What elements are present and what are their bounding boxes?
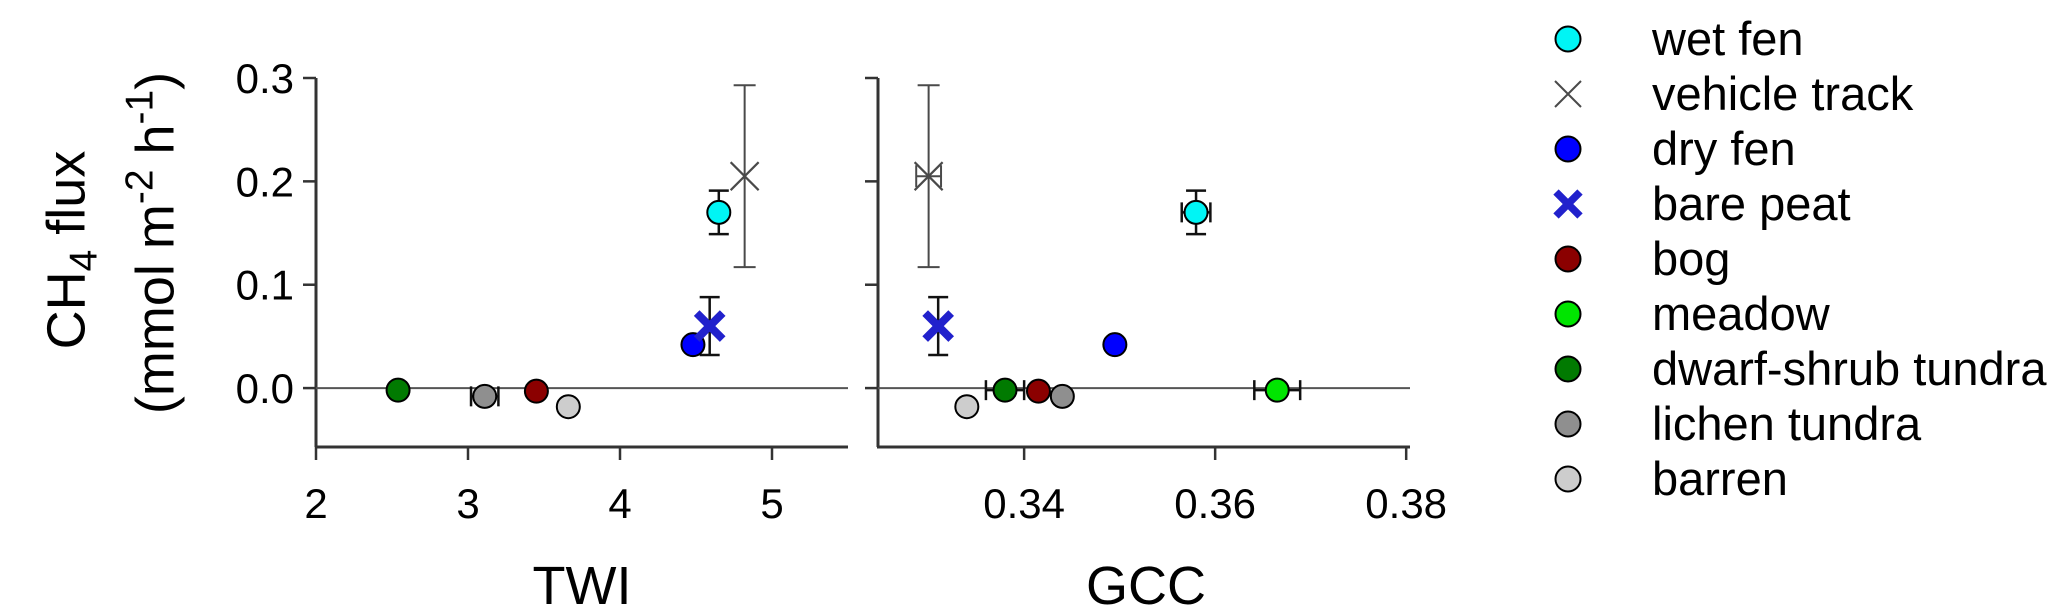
legend-item-barren: barren xyxy=(1540,451,2046,506)
gcc-point-wet-fen xyxy=(1183,199,1209,225)
legend-item-bog: bog xyxy=(1540,231,2046,286)
legend-item-lichen-tundra: lichen tundra xyxy=(1540,396,2046,451)
legend-item-meadow: meadow xyxy=(1540,286,2046,341)
twi-point-wet-fen xyxy=(706,199,732,225)
y-tick-label: 0.3 xyxy=(236,55,294,102)
x-tick-label: 0.34 xyxy=(983,480,1065,527)
x-tick-label: 2 xyxy=(304,480,327,527)
legend: wet fen vehicle track dry fen bare peat bog m… xyxy=(1540,11,2046,506)
gcc-point-bog xyxy=(1025,378,1051,404)
dwarf-shrub-tundra-circle-icon xyxy=(1540,341,1596,396)
legend-item-dwarf-shrub-tundra: dwarf-shrub tundra xyxy=(1540,341,2046,396)
twi-point-dwarf-shrub-tundra xyxy=(385,377,411,403)
legend-label: bare peat xyxy=(1652,177,1851,230)
bog-circle-icon xyxy=(1540,231,1596,286)
wet-fen-circle-icon xyxy=(1540,11,1596,66)
twi-point-bog xyxy=(523,378,549,404)
gcc-point-lichen-tundra xyxy=(1049,383,1075,409)
legend-item-dry-fen: dry fen xyxy=(1540,121,2046,176)
lichen-tundra-circle-icon xyxy=(1540,396,1596,451)
y-tick-label: 0.2 xyxy=(236,158,294,205)
x-tick-label: 0.36 xyxy=(1174,480,1256,527)
x-tick-label: 4 xyxy=(608,480,631,527)
dry-fen-circle-icon xyxy=(1540,121,1596,176)
legend-label: meadow xyxy=(1652,287,1830,340)
x-axis-title-twi: TWI xyxy=(532,556,632,616)
legend-label: vehicle track xyxy=(1652,67,1914,120)
legend-item-wet-fen: wet fen xyxy=(1540,11,2046,66)
x-tick-label: 5 xyxy=(760,480,783,527)
x-tick-label: 0.38 xyxy=(1365,480,1447,527)
legend-label: bog xyxy=(1652,232,1731,285)
barren-circle-icon xyxy=(1540,451,1596,506)
twi-point-vehicle-track xyxy=(729,161,760,191)
x-axis-title-gcc: GCC xyxy=(1086,556,1206,616)
legend-label: wet fen xyxy=(1652,12,1804,65)
gcc-point-barren xyxy=(954,394,980,420)
twi-point-barren xyxy=(555,394,581,420)
legend-label: lichen tundra xyxy=(1652,397,1922,450)
legend-label: dry fen xyxy=(1652,122,1796,175)
y-tick-label: 0.0 xyxy=(236,365,294,412)
legend-label: barren xyxy=(1652,452,1788,505)
legend-item-bare-peat: bare peat xyxy=(1540,176,2046,231)
gcc-point-vehicle-track xyxy=(913,161,944,191)
gcc-point-dwarf-shrub-tundra xyxy=(992,377,1018,403)
y-tick-label: 0.1 xyxy=(236,262,294,309)
gcc-point-meadow xyxy=(1264,377,1290,403)
legend-item-vehicle-track: vehicle track xyxy=(1540,66,2046,121)
vehicle-track-x-icon xyxy=(1540,66,1596,121)
meadow-circle-icon xyxy=(1540,286,1596,341)
x-tick-label: 3 xyxy=(456,480,479,527)
gcc-point-bare-peat xyxy=(922,310,955,342)
twi-point-lichen-tundra xyxy=(472,383,498,409)
bare-peat-x-icon xyxy=(1540,176,1596,231)
twi-point-bare-peat xyxy=(693,310,726,342)
legend-label: dwarf-shrub tundra xyxy=(1652,342,2047,395)
gcc-point-dry-fen xyxy=(1102,332,1128,358)
